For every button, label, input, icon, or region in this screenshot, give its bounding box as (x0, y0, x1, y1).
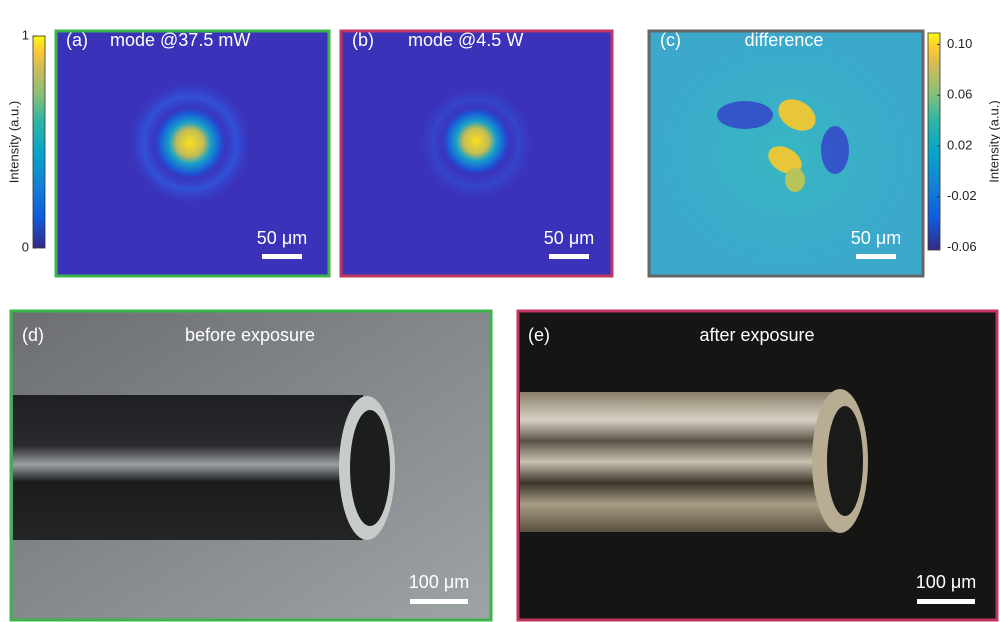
panel-a: (a) mode @37.5 mW 50 μm (54, 29, 331, 278)
panel-e: (e) after exposure 100 μm (516, 309, 999, 622)
blob (768, 146, 802, 174)
fiber-core (827, 406, 863, 516)
panel-label: (a) (66, 30, 88, 50)
panel-title: after exposure (699, 325, 814, 345)
scale-bar-label: 100 μm (409, 572, 469, 592)
colorbar (32, 35, 46, 249)
scale-bar-label: 50 μm (257, 228, 307, 248)
scale-bar (549, 254, 589, 259)
panel-title: difference (745, 30, 824, 50)
scale-bar (856, 254, 896, 259)
scale-bar (262, 254, 302, 259)
panel-title: before exposure (185, 325, 315, 345)
mode-image (339, 29, 614, 278)
colorbar (927, 32, 941, 251)
tick-label: 0 (22, 239, 29, 254)
panel-title: mode @4.5 W (408, 30, 523, 50)
mode-spot (152, 105, 228, 181)
tick-label: 0.06 (947, 87, 972, 102)
tick-label: 0.02 (947, 137, 972, 152)
fiber-core (350, 410, 390, 526)
panel-label: (c) (660, 30, 681, 50)
mode-spot (440, 105, 512, 177)
tick-label: 0.10 (947, 36, 972, 51)
fiber (520, 392, 835, 532)
scale-bar (917, 599, 975, 604)
panel-title: mode @37.5 mW (110, 30, 250, 50)
panel-b: (b) mode @4.5 W 50 μm (339, 29, 614, 278)
tick-label: -0.06 (947, 239, 977, 254)
panel-label: (b) (352, 30, 374, 50)
colorbar-label: Intensity (a.u.) (986, 100, 1000, 182)
tick-label: -0.02 (947, 188, 977, 203)
scale-bar-label: 100 μm (916, 572, 976, 592)
blob (821, 126, 849, 174)
tick-label: 1 (22, 27, 29, 42)
panel-d: (d) before exposure 100 μm (9, 309, 493, 622)
scale-bar-label: 50 μm (851, 228, 901, 248)
blob (785, 168, 805, 192)
panel-label: (e) (528, 325, 550, 345)
panel-c: (c) difference 50 μm (647, 29, 925, 278)
blob (717, 101, 773, 129)
scale-bar-label: 50 μm (544, 228, 594, 248)
colorbar-label: Intensity (a.u.) (6, 101, 21, 183)
fiber (13, 395, 363, 540)
panel-label: (d) (22, 325, 44, 345)
blob (778, 99, 816, 131)
scale-bar (410, 599, 468, 604)
